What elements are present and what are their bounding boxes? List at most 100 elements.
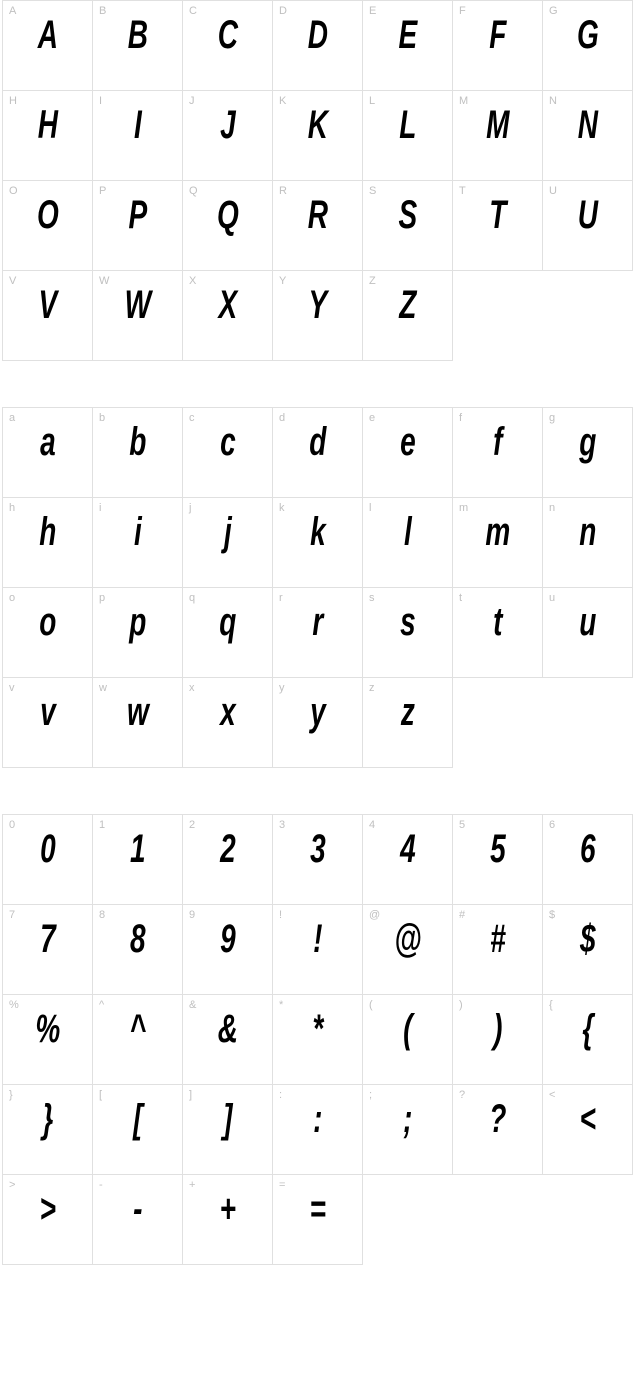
glyph: H — [16, 105, 78, 145]
glyph-cell: rr — [273, 588, 363, 678]
cell-label: B — [99, 5, 106, 17]
glyph: n — [556, 512, 618, 552]
cell-label: n — [549, 502, 555, 514]
character-map: AABBCCDDEEFFGGHHIIJJKKLLMMNNOOPPQQRRSSTT… — [0, 0, 640, 1265]
glyph: ] — [196, 1099, 258, 1139]
glyph: l — [376, 512, 438, 552]
cell-label: } — [9, 1089, 13, 1101]
glyph-cell: MM — [453, 91, 543, 181]
glyph: P — [106, 195, 168, 235]
glyph-cell: gg — [543, 408, 633, 498]
glyph: w — [106, 692, 168, 732]
glyph-cell: {{ — [543, 995, 633, 1085]
glyph: } — [16, 1099, 78, 1139]
glyph: B — [106, 15, 168, 55]
cell-label: * — [279, 999, 283, 1011]
glyph: ) — [466, 1009, 528, 1049]
glyph: > — [16, 1189, 78, 1229]
glyph: [ — [106, 1099, 168, 1139]
cell-label: Y — [279, 275, 286, 287]
glyph-cell: qq — [183, 588, 273, 678]
glyph-cell: ;; — [363, 1085, 453, 1175]
cell-label: g — [549, 412, 555, 424]
cell-label: [ — [99, 1089, 102, 1101]
glyph: 3 — [286, 829, 348, 869]
cell-label: i — [99, 502, 101, 514]
cell-label: 4 — [369, 819, 375, 831]
cell-label: - — [99, 1179, 103, 1191]
glyph: D — [286, 15, 348, 55]
glyph: ^ — [106, 1009, 168, 1049]
glyph: W — [106, 285, 168, 325]
glyph-cell: VV — [3, 271, 93, 361]
cell-label: E — [369, 5, 376, 17]
glyph-cell: TT — [453, 181, 543, 271]
glyph-cell: ss — [363, 588, 453, 678]
glyph: x — [196, 692, 258, 732]
glyph: A — [16, 15, 78, 55]
cell-label: s — [369, 592, 375, 604]
glyph-cell: yy — [273, 678, 363, 768]
cell-label: y — [279, 682, 285, 694]
glyph: ; — [376, 1099, 438, 1139]
glyph: t — [466, 602, 528, 642]
cell-label: X — [189, 275, 196, 287]
glyph: m — [466, 512, 528, 552]
cell-label: d — [279, 412, 285, 424]
cell-label: ! — [279, 909, 282, 921]
glyph: Y — [286, 285, 348, 325]
glyph: # — [466, 919, 528, 959]
cell-label: > — [9, 1179, 15, 1191]
glyph-cell: ll — [363, 498, 453, 588]
cell-label: x — [189, 682, 195, 694]
cell-label: ] — [189, 1089, 192, 1101]
glyph-cell: ## — [453, 905, 543, 995]
glyph: X — [196, 285, 258, 325]
glyph-cell: 55 — [453, 815, 543, 905]
cell-label: ? — [459, 1089, 465, 1101]
glyph: @ — [376, 919, 438, 959]
cell-label: 3 — [279, 819, 285, 831]
glyph-cell: hh — [3, 498, 93, 588]
glyph-cell: ++ — [183, 1175, 273, 1265]
glyph: 1 — [106, 829, 168, 869]
glyph-cell: PP — [93, 181, 183, 271]
cell-label: # — [459, 909, 465, 921]
glyph-cell: NN — [543, 91, 633, 181]
glyph-cell: !! — [273, 905, 363, 995]
cell-label: a — [9, 412, 15, 424]
glyph: 9 — [196, 919, 258, 959]
glyph: k — [286, 512, 348, 552]
glyph: M — [466, 105, 528, 145]
glyph-cell: HH — [3, 91, 93, 181]
cell-label: 2 — [189, 819, 195, 831]
glyph-cell: OO — [3, 181, 93, 271]
glyph: - — [106, 1189, 168, 1229]
glyph-cell: ff — [453, 408, 543, 498]
glyph: $ — [556, 919, 618, 959]
glyph: + — [196, 1189, 258, 1229]
cell-label: h — [9, 502, 15, 514]
glyph: I — [106, 105, 168, 145]
cell-label: v — [9, 682, 15, 694]
glyph-cell: ** — [273, 995, 363, 1085]
glyph-cell: kk — [273, 498, 363, 588]
glyph: 4 — [376, 829, 438, 869]
section-lowercase: aabbccddeeffgghhiijjkkllmmnnooppqqrrsstt… — [2, 407, 640, 768]
glyph: J — [196, 105, 258, 145]
glyph-cell: uu — [543, 588, 633, 678]
glyph-cell: == — [273, 1175, 363, 1265]
cell-label: 0 — [9, 819, 15, 831]
glyph-cell: ]] — [183, 1085, 273, 1175]
glyph-cell: (( — [363, 995, 453, 1085]
glyph: q — [196, 602, 258, 642]
glyph-cell: && — [183, 995, 273, 1085]
glyph: 6 — [556, 829, 618, 869]
glyph: U — [556, 195, 618, 235]
glyph-cell: zz — [363, 678, 453, 768]
glyph: g — [556, 422, 618, 462]
glyph: F — [466, 15, 528, 55]
cell-label: 5 — [459, 819, 465, 831]
glyph: N — [556, 105, 618, 145]
section-uppercase: AABBCCDDEEFFGGHHIIJJKKLLMMNNOOPPQQRRSSTT… — [2, 0, 640, 361]
